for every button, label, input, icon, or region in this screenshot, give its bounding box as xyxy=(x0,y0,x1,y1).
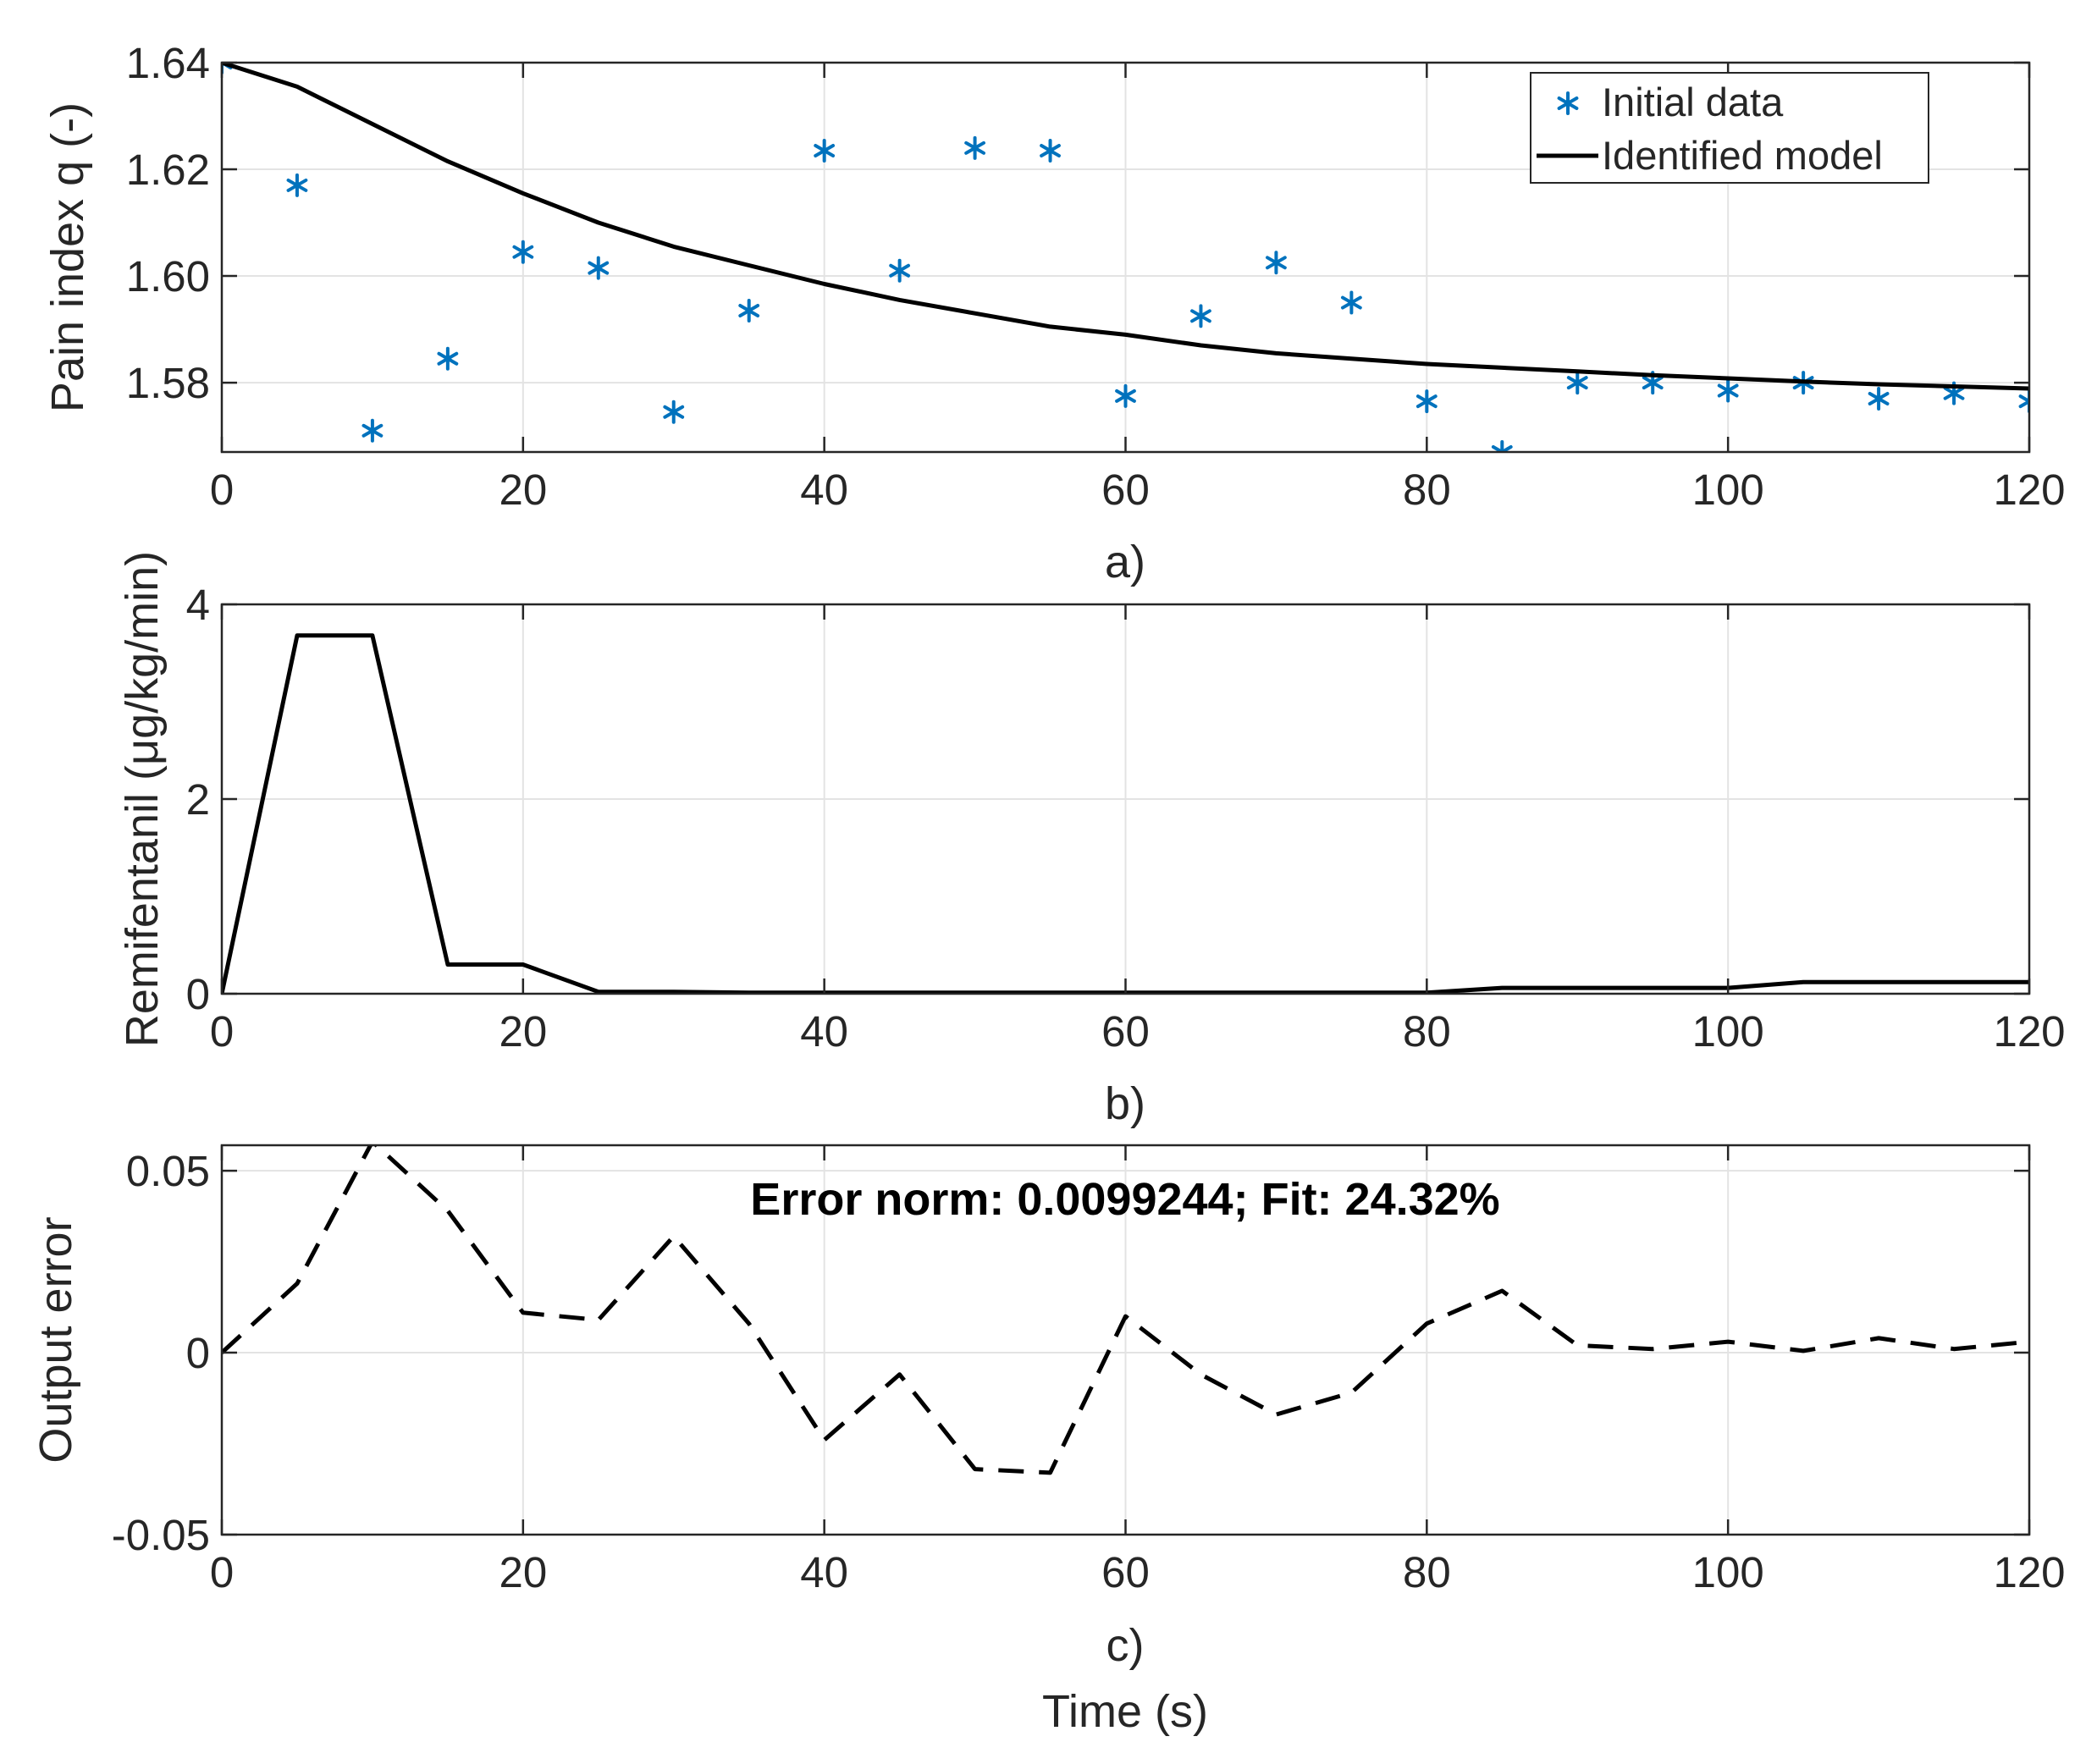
a-data-point xyxy=(1566,371,1588,395)
a-data-point xyxy=(964,135,985,160)
a-data-point xyxy=(814,138,836,163)
a-xtick-label: 80 xyxy=(1403,466,1451,514)
b-ticks: 0 20 40 60 80 100 120 0 2 4 xyxy=(186,581,2066,1056)
c-xtick-label: 60 xyxy=(1101,1548,1150,1596)
a-data-point xyxy=(1415,389,1438,414)
a-data-point xyxy=(1717,378,1739,403)
a-data-point xyxy=(2018,389,2029,414)
a-data-point xyxy=(738,299,760,323)
b-xtick-label: 20 xyxy=(499,1007,547,1056)
a-ylabel: Pain index q (-) xyxy=(42,102,93,412)
b-xtick-label: 80 xyxy=(1403,1007,1451,1056)
a-ytick-label: 1.62 xyxy=(126,146,210,194)
c-error-line xyxy=(222,1145,2029,1475)
a-data-point xyxy=(889,258,911,283)
b-ylabel: Remifentanil (μg/kg/min) xyxy=(117,551,168,1047)
b-ytick-label: 4 xyxy=(186,581,210,629)
c-plot-area xyxy=(222,1145,2029,1475)
legend-label-initial-data: Initial data xyxy=(1602,80,1784,124)
a-data-point xyxy=(1190,304,1211,328)
c-xtick-label: 20 xyxy=(499,1548,547,1596)
b-xtick-label: 120 xyxy=(1993,1007,2065,1056)
c-annotation: Error norm: 0.0099244; Fit: 24.32% xyxy=(750,1174,1499,1225)
a-series-line xyxy=(222,63,2029,391)
legend: Initial data Identified model xyxy=(1530,72,1929,184)
a-xtick-label: 40 xyxy=(800,466,848,514)
b-ytick-label: 0 xyxy=(186,970,210,1018)
a-data-point xyxy=(663,400,685,424)
a-data-point xyxy=(1115,383,1136,408)
b-xtick-label: 0 xyxy=(210,1007,234,1056)
c-ytick-label: 0.05 xyxy=(126,1147,210,1195)
panel-a: 0 20 40 60 80 100 120 1.58 1.60 1.62 1.64 Pain ind… xyxy=(42,39,2066,587)
a-data-point xyxy=(437,346,459,371)
a-xtick-label: 0 xyxy=(210,466,234,514)
a-ytick-label: 1.58 xyxy=(126,359,210,407)
a-ytick-label: 1.60 xyxy=(126,252,210,300)
a-xtick-label: 120 xyxy=(1993,466,2065,514)
legend-marker-initial-data xyxy=(1557,91,1579,115)
a-data-point xyxy=(1340,290,1362,315)
a-data-point xyxy=(286,173,308,197)
a-data-point xyxy=(588,256,610,280)
c-panel-label: c) xyxy=(1106,1620,1145,1671)
a-ytick-label: 1.64 xyxy=(126,39,210,87)
legend-box xyxy=(1530,72,1929,184)
c-xtick-label: 120 xyxy=(1993,1548,2065,1596)
b-xtick-label: 40 xyxy=(800,1007,848,1056)
a-xtick-label: 60 xyxy=(1101,466,1150,514)
b-grid xyxy=(221,604,2030,995)
a-data-point xyxy=(1266,251,1287,275)
a-xtick-label: 100 xyxy=(1692,466,1764,514)
a-plot-area xyxy=(222,63,2029,452)
c-xlabel: Time (s) xyxy=(1042,1686,1208,1737)
legend-label-identified-model: Identified model xyxy=(1602,133,1883,178)
a-data-point xyxy=(361,418,384,443)
c-xtick-label: 0 xyxy=(210,1548,234,1596)
c-xtick-label: 80 xyxy=(1403,1548,1451,1596)
b-xtick-label: 100 xyxy=(1692,1007,1764,1056)
a-data-point xyxy=(1040,138,1061,163)
legend-marker-star xyxy=(1557,91,1579,115)
panel-b: 0 20 40 60 80 100 120 0 2 4 Remifentanil (μg/kg/m… xyxy=(117,551,2066,1129)
a-panel-label: a) xyxy=(1105,537,1145,587)
a-ticks: 0 20 40 60 80 100 120 1.58 1.60 1.62 1.64 xyxy=(126,39,2066,514)
c-ytick-label: 0 xyxy=(186,1329,210,1377)
b-panel-label: b) xyxy=(1105,1078,1145,1129)
c-xtick-label: 40 xyxy=(800,1548,848,1596)
b-xtick-label: 60 xyxy=(1101,1007,1150,1056)
b-ytick-label: 2 xyxy=(186,775,210,824)
a-data-point xyxy=(1491,440,1513,452)
a-data-point xyxy=(1868,386,1890,411)
c-ytick-label: -0.05 xyxy=(112,1511,210,1559)
c-xtick-label: 100 xyxy=(1692,1548,1764,1596)
c-ylabel: Output error xyxy=(30,1216,81,1463)
a-xtick-label: 20 xyxy=(499,466,547,514)
a-data-point xyxy=(512,240,534,264)
